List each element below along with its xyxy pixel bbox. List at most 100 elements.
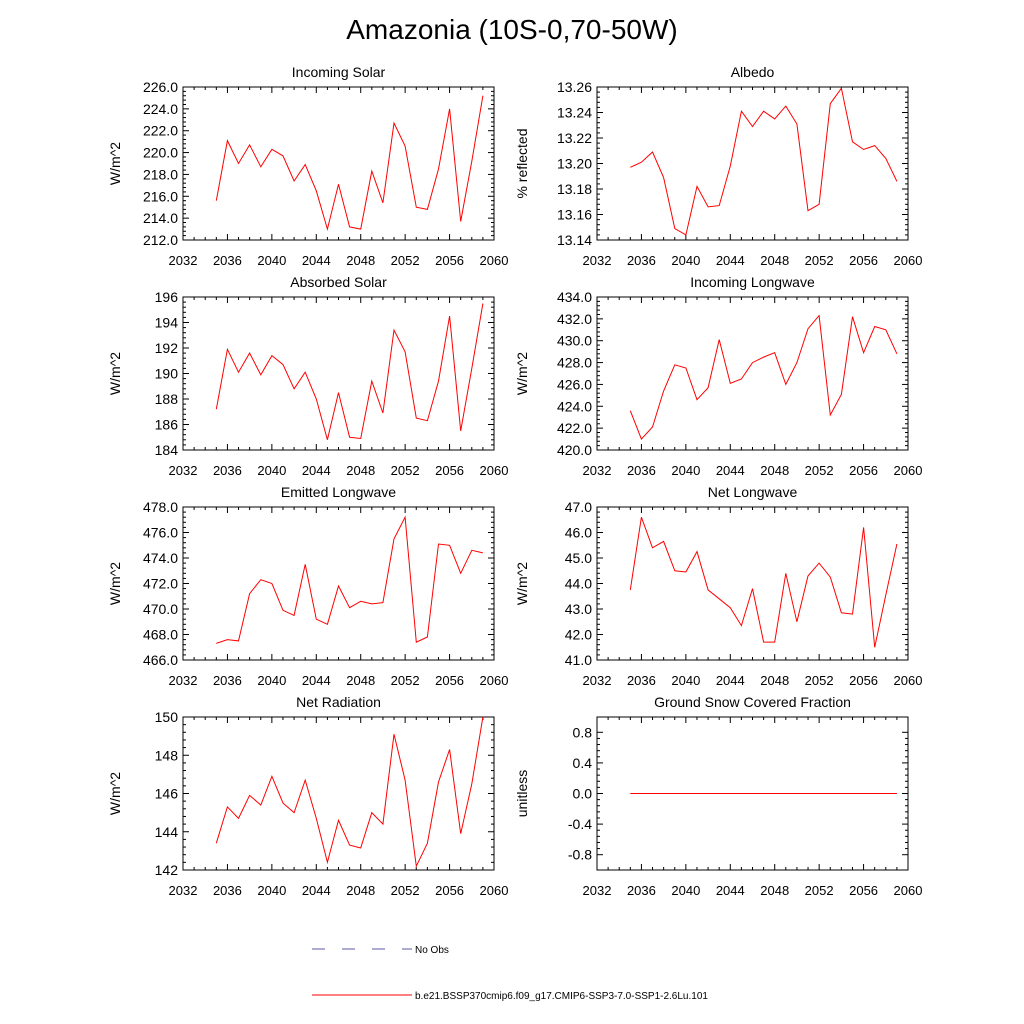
data-point <box>360 601 361 602</box>
y-tick-label: 218.0 <box>143 166 178 182</box>
y-tick-label: 212.0 <box>143 232 178 248</box>
x-tick-label: 2032 <box>583 253 612 268</box>
legend-label-model: b.e21.BSSP370cmip6.f09_g17.CMIP6-SSP3-7.… <box>415 991 708 1002</box>
x-tick-label: 2040 <box>671 673 700 688</box>
data-point <box>896 353 897 354</box>
data-point <box>282 364 283 365</box>
data-point <box>763 642 764 643</box>
data-point <box>238 640 239 641</box>
x-tick-label: 2060 <box>480 883 509 898</box>
data-point <box>482 95 483 96</box>
data-point <box>449 108 450 109</box>
data-point <box>293 388 294 389</box>
data-point <box>249 353 250 354</box>
series-line-1 <box>215 303 484 440</box>
data-point <box>707 589 708 590</box>
x-tick-label: 2036 <box>627 463 656 478</box>
y-tick-label: 214.0 <box>143 210 178 226</box>
data-point <box>874 647 875 648</box>
data-point <box>863 527 864 528</box>
data-point <box>652 426 653 427</box>
data-point <box>349 845 350 846</box>
x-tick-label: 2036 <box>213 673 242 688</box>
y-tick-label: 41.0 <box>565 652 592 668</box>
y-tick-label: 194 <box>155 315 179 331</box>
data-point <box>874 326 875 327</box>
panel-title: Albedo <box>731 64 775 80</box>
data-point <box>338 820 339 821</box>
x-tick-label: 2044 <box>716 463 745 478</box>
y-tick-label: 13.24 <box>557 105 592 121</box>
data-point <box>338 585 339 586</box>
y-tick-label: 146 <box>155 786 179 802</box>
data-point <box>371 812 372 813</box>
x-tick-label: 2056 <box>435 253 464 268</box>
x-tick-label: 2032 <box>583 463 612 478</box>
data-point <box>416 418 417 419</box>
series-line-1 <box>215 716 484 868</box>
data-point <box>663 177 664 178</box>
data-point <box>305 164 306 165</box>
data-point <box>371 171 372 172</box>
x-tick-label: 2040 <box>671 463 700 478</box>
y-tick-label: 0.4 <box>573 755 593 771</box>
y-axis-label: unitless <box>514 770 530 817</box>
plot-frame <box>182 716 495 871</box>
y-tick-label: 13.26 <box>557 79 592 95</box>
x-tick-label: 2048 <box>346 673 375 688</box>
data-point <box>482 303 483 304</box>
x-tick-label: 2044 <box>716 883 745 898</box>
x-tick-label: 2048 <box>346 463 375 478</box>
data-point <box>293 812 294 813</box>
plot-frame <box>596 506 909 661</box>
panel-title: Incoming Solar <box>292 64 386 80</box>
x-tick-label: 2044 <box>302 883 331 898</box>
data-point <box>819 204 820 205</box>
data-point <box>460 833 461 834</box>
data-point <box>471 550 472 551</box>
data-point <box>774 642 775 643</box>
x-tick-label: 2060 <box>894 673 923 688</box>
data-point <box>249 795 250 796</box>
data-point <box>785 106 786 107</box>
x-tick-label: 2044 <box>302 673 331 688</box>
data-point <box>796 362 797 363</box>
y-axis-label: W/m^2 <box>107 352 123 395</box>
y-tick-label: 430.0 <box>557 333 592 349</box>
series-line-1 <box>629 314 898 441</box>
data-point <box>696 551 697 552</box>
data-point <box>405 517 406 518</box>
series-line-1 <box>629 517 898 648</box>
data-point <box>830 103 831 104</box>
panel-title: Net Radiation <box>296 694 381 710</box>
data-point <box>841 612 842 613</box>
series-line-1 <box>215 95 484 232</box>
data-point <box>382 824 383 825</box>
series-line-1 <box>216 515 484 644</box>
x-tick-label: 2036 <box>627 253 656 268</box>
data-point <box>471 161 472 162</box>
data-point <box>641 162 642 163</box>
y-tick-label: 424.0 <box>557 398 592 414</box>
x-tick-label: 2052 <box>805 463 834 478</box>
x-tick-label: 2052 <box>805 673 834 688</box>
data-point <box>327 862 328 863</box>
data-point <box>863 352 864 353</box>
x-tick-label: 2040 <box>257 673 286 688</box>
data-point <box>393 538 394 539</box>
data-point <box>785 573 786 574</box>
data-point <box>719 205 720 206</box>
data-point <box>349 607 350 608</box>
data-point <box>896 543 897 544</box>
data-point <box>730 165 731 166</box>
panel-title: Absorbed Solar <box>290 274 387 290</box>
y-tick-label: 468.0 <box>143 627 178 643</box>
x-tick-label: 2048 <box>760 463 789 478</box>
data-point <box>830 414 831 415</box>
data-point <box>630 410 631 411</box>
data-point <box>449 545 450 546</box>
data-point <box>360 438 361 439</box>
data-point <box>785 384 786 385</box>
x-tick-label: 2052 <box>391 673 420 688</box>
y-tick-label: -0.8 <box>568 847 592 863</box>
